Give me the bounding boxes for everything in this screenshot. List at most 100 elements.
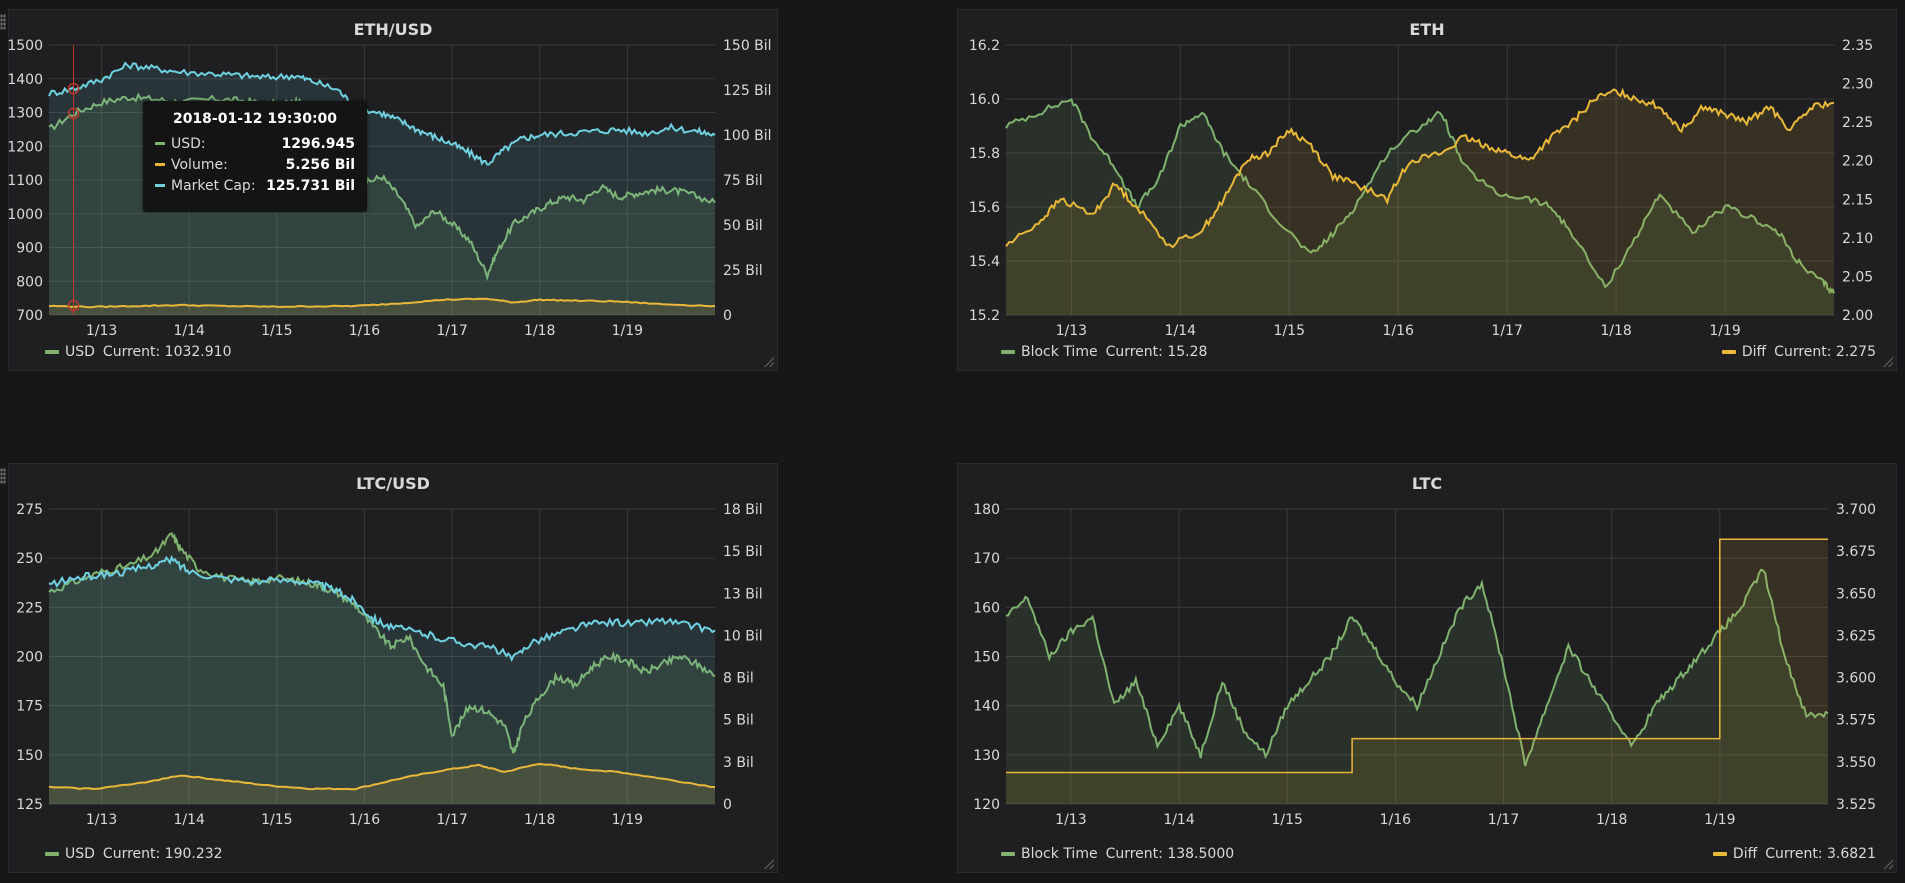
y-tick-label: 170 xyxy=(973,551,1000,567)
series-line xyxy=(48,92,716,282)
y-tick-label: 1100 xyxy=(7,173,43,189)
y2-tick-label: 2.25 xyxy=(1842,115,1873,131)
y-tick-label: 180 xyxy=(973,502,1000,518)
y2-tick-label: 2.00 xyxy=(1842,308,1873,324)
y-tick-label: 1400 xyxy=(7,72,43,88)
legend-diff[interactable]: Diff Current: 2.275 xyxy=(1721,344,1876,360)
y-tick-label: 150 xyxy=(16,748,43,764)
x-tick-label: 1/14 xyxy=(173,812,205,828)
y2-tick-label: 3.600 xyxy=(1836,671,1876,687)
legend-series-name: Block Time xyxy=(1021,846,1098,862)
x-tick-label: 1/16 xyxy=(349,812,381,828)
legend-series-name: USD xyxy=(65,344,95,360)
y2-tick-label: 3.575 xyxy=(1836,713,1876,729)
chart-eth[interactable]: 15.2 15.4 15.6 15.8 16.0 16.2 2.00 2.05 2.10 2.15… xyxy=(958,10,1898,372)
hover-point-marker xyxy=(67,107,80,120)
legend-series-name: Diff xyxy=(1732,846,1758,862)
series-area xyxy=(1006,569,1828,804)
panel-ltc-usd[interactable]: LTC/USD 125 150 175 200 225 250 275 0 3 Bil 5 Bil… xyxy=(8,463,778,873)
panel-title[interactable]: LTC xyxy=(1411,474,1443,493)
resize-handle[interactable] xyxy=(764,859,774,869)
y2-tick-label: 2.30 xyxy=(1842,77,1873,93)
legend-block-time[interactable]: Block Time Current: 15.28 xyxy=(1001,344,1207,360)
tooltip-row: Market Cap: 125.731 Bil xyxy=(155,175,355,196)
y2-tick-label: 75 Bil xyxy=(723,173,763,189)
x-tick-label: 1/14 xyxy=(1165,323,1197,339)
chart-ltc[interactable]: 120 130 140 150 160 170 180 3.525 3.550 3.575 3.60… xyxy=(958,464,1898,874)
series-line xyxy=(1006,538,1828,774)
series-line xyxy=(48,554,716,662)
y2-tick-label: 3.525 xyxy=(1836,797,1876,813)
resize-handle[interactable] xyxy=(1883,859,1893,869)
x-tick-label: 1/17 xyxy=(1491,323,1522,339)
y-tick-label: 120 xyxy=(973,797,1000,813)
resize-handle[interactable] xyxy=(1883,357,1893,367)
y2-tick-label: 2.15 xyxy=(1842,192,1873,208)
x-tick-label: 1/15 xyxy=(261,812,292,828)
series-line xyxy=(48,297,716,309)
x-tick-label: 1/13 xyxy=(86,812,117,828)
x-tick-label: 1/18 xyxy=(1600,323,1631,339)
x-tick-label: 1/13 xyxy=(1055,812,1086,828)
legend-block-time[interactable]: Block Time Current: 138.5000 xyxy=(1001,846,1234,862)
legend-current-value: Current: 15.28 xyxy=(1105,344,1208,360)
y2-tick-label: 18 Bil xyxy=(723,502,763,518)
x-tick-label: 1/15 xyxy=(1271,812,1302,828)
series-line xyxy=(1005,98,1835,295)
x-tick-label: 1/18 xyxy=(1596,812,1627,828)
x-tick-label: 1/15 xyxy=(1274,323,1305,339)
y2-tick-label: 100 Bil xyxy=(723,128,772,144)
y2-tick-label: 3.675 xyxy=(1836,544,1876,560)
y2-tick-label: 0 xyxy=(723,797,732,813)
y-tick-label: 800 xyxy=(16,274,43,290)
drag-handle-icon[interactable] xyxy=(0,468,6,484)
legend-usd[interactable]: USD Current: 1032.910 xyxy=(45,344,231,360)
chart-ltc-usd[interactable]: 125 150 175 200 225 250 275 0 3 Bil 5 Bil 8 Bil 10 … xyxy=(9,464,779,874)
x-tick-label: 1/15 xyxy=(261,323,292,339)
x-tick-label: 1/16 xyxy=(1382,323,1414,339)
series-area xyxy=(1006,539,1828,804)
legend-swatch xyxy=(1712,852,1727,856)
y-tick-label: 15.8 xyxy=(969,146,1000,162)
y2-tick-label: 2.20 xyxy=(1842,154,1873,170)
y-tick-label: 1500 xyxy=(7,38,43,54)
panel-title[interactable]: ETH xyxy=(1409,20,1445,39)
y2-tick-label: 150 Bil xyxy=(723,38,772,54)
x-tick-label: 1/19 xyxy=(612,323,643,339)
chart-eth-usd[interactable]: 700 800 900 1000 1100 1200 1300 1400 1500 0 25 Bil… xyxy=(7,10,779,372)
y-tick-label: 1300 xyxy=(7,106,43,122)
y-tick-label: 900 xyxy=(16,241,43,257)
tooltip-series-name: USD: xyxy=(171,135,206,152)
panel-title[interactable]: LTC/USD xyxy=(356,474,430,493)
drag-handle-icon[interactable] xyxy=(0,14,6,30)
x-tick-label: 1/16 xyxy=(349,323,381,339)
y-tick-label: 125 xyxy=(16,797,43,813)
tooltip-value: 5.256 Bil xyxy=(285,156,355,173)
y2-tick-label: 125 Bil xyxy=(723,83,772,99)
series-line xyxy=(48,531,716,754)
y-tick-label: 140 xyxy=(973,699,1000,715)
panel-title[interactable]: ETH/USD xyxy=(353,20,433,39)
series-line xyxy=(1005,87,1835,249)
legend-swatch xyxy=(1001,852,1015,856)
panel-eth[interactable]: ETH 15.2 15.4 15.6 15.8 16.0 16.2 2.00 2.05 2.10… xyxy=(957,9,1897,371)
x-tick-label: 1/17 xyxy=(1488,812,1519,828)
tooltip-swatch xyxy=(155,142,165,145)
y2-tick-label: 3.650 xyxy=(1836,586,1876,602)
panel-eth-usd[interactable]: ETH/USD 700 800 900 1000 1100 1200 1300 1400 150… xyxy=(7,9,779,372)
x-tick-label: 1/19 xyxy=(1709,323,1740,339)
y-tick-label: 200 xyxy=(16,650,43,666)
legend-current-value: Current: 1032.910 xyxy=(102,344,232,360)
tooltip-time: 2018-01-12 19:30:00 xyxy=(172,111,338,127)
legend-diff[interactable]: Diff Current: 3.6821 xyxy=(1712,846,1876,862)
legend-usd[interactable]: USD Current: 190.232 xyxy=(45,846,223,862)
y2-tick-label: 3.625 xyxy=(1836,628,1876,644)
y2-tick-label: 2.35 xyxy=(1842,38,1873,54)
tooltip-series-name: Market Cap: xyxy=(171,177,256,194)
y-tick-label: 250 xyxy=(16,551,43,567)
legend-swatch xyxy=(45,852,59,856)
tooltip-swatch xyxy=(155,184,165,187)
legend-series-name: Diff xyxy=(1741,344,1767,360)
resize-handle[interactable] xyxy=(764,357,774,367)
panel-ltc[interactable]: LTC 120 130 140 150 160 170 180 3.525 3.550 3.575… xyxy=(957,463,1897,873)
